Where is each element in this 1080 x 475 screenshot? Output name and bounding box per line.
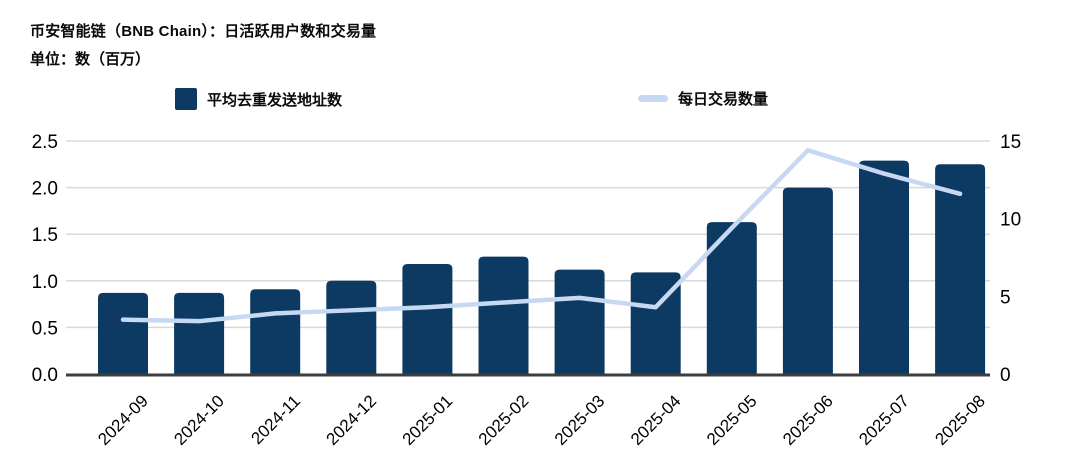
legend-label-addresses: 平均去重发送地址数 xyxy=(207,91,343,109)
combo-chart-canvas: 0.0 0.5 1.0 1.5 2.0 2.5 0 5 10 15 2024-09 2024-10 20… xyxy=(32,132,1022,449)
bar xyxy=(326,280,377,374)
legend-item-transactions: 每日交易数量 xyxy=(638,88,768,109)
left-axis-tick: 0.5 xyxy=(32,318,58,339)
bar xyxy=(782,187,833,374)
line-series-swatch-icon xyxy=(638,95,668,102)
chart-title: 币安智能链（BNB Chain）：日活跃用户数和交易量 xyxy=(30,23,377,40)
legend-label-transactions: 每日交易数量 xyxy=(678,91,769,108)
right-axis-tick: 10 xyxy=(1000,210,1021,231)
x-axis-label: 2025-08 xyxy=(931,391,989,449)
bar-series-swatch-icon xyxy=(175,88,197,110)
x-axis-label: 2025-05 xyxy=(703,391,761,449)
bar xyxy=(402,264,453,374)
bar xyxy=(250,289,301,374)
bar xyxy=(478,256,529,374)
left-axis-tick: 0.0 xyxy=(32,365,58,386)
x-axis-label: 2025-02 xyxy=(475,391,533,449)
line-series xyxy=(120,148,963,324)
bar xyxy=(706,222,757,374)
left-axis-tick: 1.5 xyxy=(32,225,58,246)
x-axis-label: 2024-12 xyxy=(323,391,381,449)
chart-legend: 平均去重发送地址数 每日交易数量 xyxy=(0,88,1080,114)
x-axis-label: 2025-01 xyxy=(399,391,457,449)
bar xyxy=(935,164,986,374)
bar xyxy=(174,292,225,374)
bar xyxy=(630,272,681,374)
right-axis-tick: 5 xyxy=(1000,287,1011,308)
bar xyxy=(554,269,605,374)
x-axis-label: 2025-03 xyxy=(551,391,609,449)
right-axis-tick: 15 xyxy=(1000,132,1021,153)
x-axis-label: 2024-11 xyxy=(247,391,304,448)
bar xyxy=(859,160,909,374)
x-axis-label: 2024-09 xyxy=(94,391,152,449)
x-axis-label: 2025-04 xyxy=(627,391,685,449)
x-axis-label: 2025-06 xyxy=(779,391,837,449)
left-axis-tick: 2.0 xyxy=(32,179,58,200)
bar xyxy=(98,292,148,374)
left-axis-tick: 2.5 xyxy=(32,132,58,153)
legend-item-addresses: 平均去重发送地址数 xyxy=(175,88,342,110)
chart-unit-subtitle: 单位：数（百万） xyxy=(30,51,151,68)
x-axis-label: 2024-10 xyxy=(170,391,228,449)
right-axis-tick: 0 xyxy=(1000,365,1011,386)
left-axis-tick: 1.0 xyxy=(32,272,58,293)
x-axis-label: 2025-07 xyxy=(855,391,913,449)
